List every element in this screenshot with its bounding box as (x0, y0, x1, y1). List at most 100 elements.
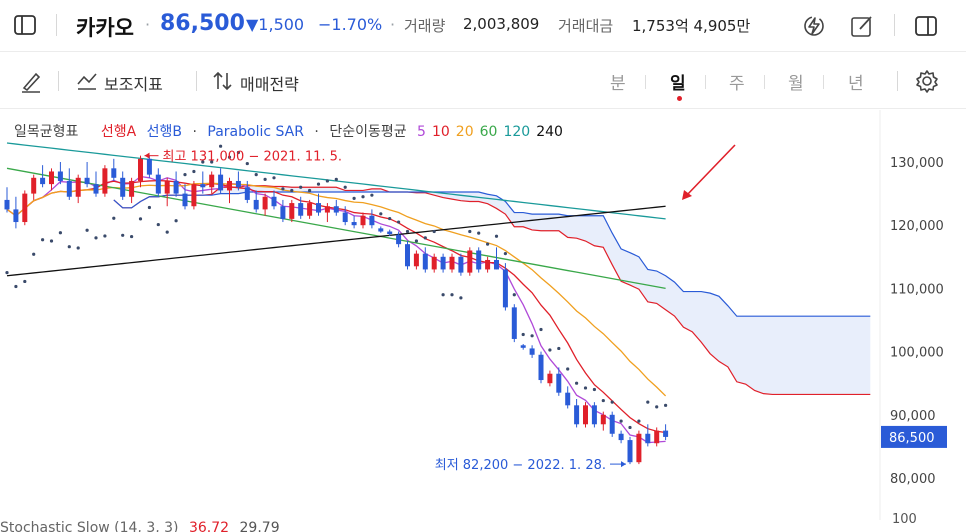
candle-body (93, 184, 99, 194)
sar-dot (67, 245, 71, 249)
sar-dot (361, 195, 365, 199)
candle-body (138, 158, 143, 181)
sar-dot (637, 419, 641, 423)
period-week[interactable]: 주 (729, 74, 745, 94)
stochastic-title: Stochastic Slow (14, 3, 3) (0, 520, 179, 532)
sar-dot (494, 234, 499, 238)
candle-body (369, 215, 375, 226)
sar-dot (575, 381, 579, 385)
candle-body (253, 199, 259, 210)
chart-toolbar: 보조지표 매매전략 분 일 주 월 년 (0, 53, 966, 109)
candle-body (422, 253, 428, 270)
trade-amount-value: 1,753억 4,905만 (632, 17, 751, 35)
candle-body (449, 256, 455, 270)
sar-dot (14, 284, 18, 289)
current-price: 86,500 (160, 11, 245, 36)
separator-dot: · (390, 15, 396, 34)
sar-dot (58, 231, 63, 235)
indicator-button[interactable]: 보조지표 (104, 75, 163, 94)
candle-body (494, 259, 499, 270)
legend-ma-label: 단순이동평균 (329, 124, 407, 140)
panel-toggle-icon[interactable] (12, 12, 38, 38)
edit-icon[interactable] (848, 12, 876, 40)
sort-arrows-icon[interactable] (210, 68, 236, 94)
candle-body (405, 244, 410, 267)
y-tick-label: 130,000 (890, 156, 944, 171)
sar-dot (156, 222, 160, 227)
candle-body (200, 184, 206, 188)
sar-dot (566, 367, 570, 371)
candle-body (227, 180, 232, 191)
volume-label: 거래량 (404, 17, 446, 35)
candle-body (164, 180, 170, 194)
candle-body (583, 405, 588, 425)
indicator-icon[interactable] (74, 68, 100, 94)
sar-dot (112, 216, 116, 220)
sar-dot (334, 177, 338, 181)
candle-body (84, 177, 90, 185)
candle-body (271, 196, 277, 207)
sar-dot (539, 327, 543, 332)
stochastic-value-d: 29.79 (239, 520, 280, 532)
candle-body (102, 168, 108, 194)
price-change-percent: −1.70% (318, 15, 383, 34)
legend-separator: · (192, 124, 197, 140)
sar-dot (655, 405, 659, 409)
candle-body (663, 430, 669, 437)
period-year[interactable]: 년 (848, 74, 864, 94)
candle-body (467, 250, 473, 273)
sar-dot (646, 400, 650, 404)
sar-dot (130, 234, 134, 239)
candle-body (511, 307, 517, 339)
sar-dot (405, 229, 410, 234)
sar-dot (219, 144, 223, 148)
divider (764, 75, 765, 89)
divider (897, 71, 898, 91)
candle-body (22, 193, 28, 223)
candle-body (40, 177, 46, 185)
gear-icon[interactable] (914, 68, 940, 94)
sar-dot (165, 230, 169, 234)
leading-span-b-line (113, 191, 871, 317)
sar-dot (32, 252, 36, 256)
lightning-icon[interactable] (800, 12, 828, 40)
sar-dot (352, 196, 356, 200)
candle-body (520, 345, 526, 348)
sar-dot (85, 228, 89, 232)
candle-body (458, 256, 464, 273)
sar-dot (41, 238, 45, 242)
candle-body (351, 222, 357, 226)
sar-dot (343, 185, 347, 189)
candle-body (574, 405, 580, 425)
period-minute[interactable]: 분 (610, 74, 626, 94)
candle-body (182, 193, 188, 207)
layout-panel-icon[interactable] (912, 12, 940, 40)
price-chart[interactable]: 130,000 120,000 110,000 100,000 90,000 80,000… (0, 110, 966, 520)
sar-dot (263, 177, 267, 181)
divider (894, 14, 895, 36)
candle-body (565, 392, 571, 406)
period-day[interactable]: 일 (670, 74, 686, 94)
candle-body (280, 206, 286, 219)
candle-body (218, 174, 224, 191)
divider (823, 75, 824, 89)
candle-body (609, 414, 615, 434)
candle-body (244, 187, 250, 200)
candle-body (111, 168, 117, 178)
pencil-icon[interactable] (18, 68, 44, 94)
y-tick-label: 110,000 (890, 282, 944, 297)
period-month[interactable]: 월 (788, 74, 804, 94)
legend-separator: · (314, 124, 319, 140)
legend-ichimoku: 일목균형표 (14, 124, 79, 140)
y-tick-label: 80,000 (890, 472, 936, 487)
strategy-button[interactable]: 매매전략 (240, 75, 299, 94)
candle-body (31, 177, 37, 194)
sar-dot (245, 161, 249, 166)
sar-dot (592, 387, 597, 392)
candle-body (502, 269, 508, 308)
legend-ma-240: 240 (536, 124, 563, 140)
indicator-legend: 일목균형표 선행A 선행B · Parabolic SAR · 단순이동평균 5… (14, 121, 575, 141)
sar-dot (281, 187, 285, 191)
ma-60-line (6, 167, 666, 290)
candle-body (298, 203, 304, 216)
